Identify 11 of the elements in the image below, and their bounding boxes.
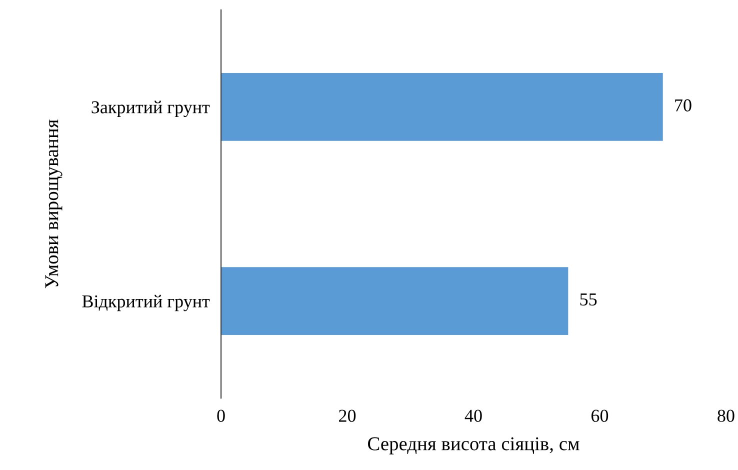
x-tick-label: 40 bbox=[464, 410, 482, 422]
data-label: 55 bbox=[580, 294, 597, 306]
x-axis-title: Середня висота сіяців, см bbox=[368, 437, 580, 454]
x-tick-label: 60 bbox=[591, 410, 608, 422]
x-tick-label: 80 bbox=[718, 410, 734, 422]
y-tick-label: Закритий грунт bbox=[92, 100, 210, 118]
x-tick-label: 20 bbox=[339, 410, 356, 422]
y-tick-label: Відкритий грунт bbox=[82, 294, 210, 312]
data-label: 70 bbox=[675, 99, 692, 112]
x-tick-label: 0 bbox=[217, 410, 225, 422]
y-axis-title: Умови вирощування bbox=[45, 120, 62, 288]
